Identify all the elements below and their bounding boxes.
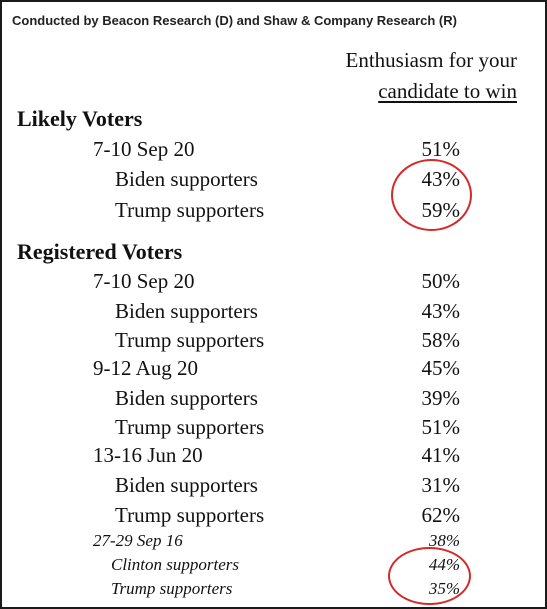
row-biden-label: Biden supporters [115, 473, 258, 497]
row-trump-value: 62% [421, 503, 461, 527]
row-biden-value: 31% [421, 473, 461, 497]
row-trump-value: 58% [421, 328, 461, 352]
row-biden-label: Biden supporters [115, 167, 258, 191]
row-date-label: 7-10 Sep 20 [93, 137, 195, 161]
row-trump-label: Trump supporters [115, 415, 265, 439]
row-biden-value: 39% [421, 386, 461, 410]
row-date-label: 9-12 Aug 20 [93, 356, 198, 380]
row-biden-value: 43% [421, 299, 461, 323]
registered-voters-header: Registered Voters [17, 239, 183, 264]
row-date-value: 51% [421, 137, 461, 161]
row-trump-2016-label: Trump supporters [111, 579, 233, 598]
likely-voters-header: Likely Voters [17, 106, 143, 131]
row-date-label: 7-10 Sep 20 [93, 269, 195, 293]
row-trump-label: Trump supporters [115, 503, 265, 527]
column-header-line2: candidate to win [378, 79, 517, 103]
row-trump-value: 51% [421, 415, 461, 439]
row-trump-label: Trump supporters [115, 198, 265, 222]
row-2016-date-value: 38% [428, 531, 460, 550]
row-date-label: 13-16 Jun 20 [93, 443, 203, 467]
row-biden-label: Biden supporters [115, 386, 258, 410]
row-biden-label: Biden supporters [115, 299, 258, 323]
source-note: Conducted by Beacon Research (D) and Sha… [12, 13, 457, 28]
row-date-value: 41% [421, 443, 461, 467]
row-date-value: 45% [421, 356, 461, 380]
annotation-circle-likely [391, 159, 472, 231]
row-trump-label: Trump supporters [115, 328, 265, 352]
row-2016-date-label: 27-29 Sep 16 [93, 531, 183, 550]
annotation-circle-2016 [388, 547, 471, 605]
row-clinton-label: Clinton supporters [111, 555, 239, 574]
column-header-line1: Enthusiasm for your [345, 48, 517, 72]
row-date-value: 50% [421, 269, 461, 293]
